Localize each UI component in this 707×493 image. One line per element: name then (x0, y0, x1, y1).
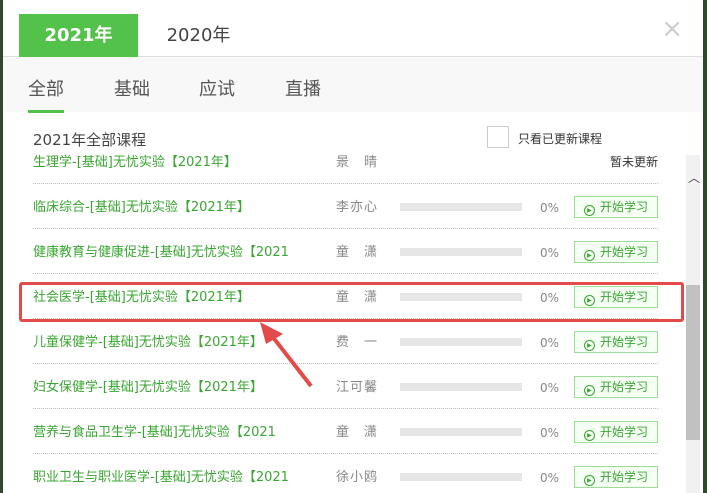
start-study-button[interactable]: ▶ 开始学习 (574, 241, 658, 263)
play-icon: ▶ (583, 205, 595, 216)
progress-bar (400, 338, 522, 346)
progress-bar (400, 248, 522, 256)
teacher-name: 江可馨 (336, 380, 379, 395)
progress-percent: 0% (540, 201, 560, 215)
teacher-name: 徐小鸥 (336, 470, 379, 485)
tab-2020[interactable]: 2020年 (166, 25, 231, 46)
course-row: 健康教育与健康促进-[基础]无忧实验【2021 童 潇 0% ▶ 开始学习 (33, 229, 658, 274)
course-name[interactable]: 社会医学-[基础]无忧实验【2021年】 (33, 290, 250, 305)
course-name[interactable]: 儿童保健学-[基础]无忧实验【2021年】 (33, 335, 263, 350)
scrollbar[interactable]: ︿ (686, 155, 700, 493)
year-tabs: 2021年 2020年 × (3, 0, 703, 57)
scroll-up-icon[interactable]: ︿ (688, 171, 701, 185)
course-row: 儿童保健学-[基础]无忧实验【2021年】 费 一 0% ▶ 开始学习 (33, 319, 658, 364)
course-name[interactable]: 营养与食品卫生学-[基础]无忧实验【2021 (33, 425, 276, 440)
teacher-name: 李亦心 (336, 200, 379, 215)
course-modal: 2021年 2020年 × 全部 基础 应试 直播 2021年全部课程 只看已更… (3, 0, 703, 493)
play-icon: ▶ (583, 430, 595, 441)
teacher-name: 景 晴 (336, 155, 379, 170)
start-study-button[interactable]: ▶ 开始学习 (574, 196, 658, 218)
start-study-label: 开始学习 (599, 335, 648, 349)
progress-bar (400, 428, 522, 436)
start-study-button[interactable]: ▶ 开始学习 (574, 286, 658, 308)
course-list: 生理学-[基础]无忧实验【2021年】 景 晴 暂未更新临床综合-[基础]无忧实验… (33, 148, 658, 493)
start-study-label: 开始学习 (599, 290, 648, 304)
progress-percent: 0% (540, 291, 560, 305)
course-row: 临床综合-[基础]无忧实验【2021年】 李亦心 0% ▶ 开始学习 (33, 184, 658, 229)
play-icon: ▶ (583, 295, 595, 306)
course-row: 职业卫生与职业医学-[基础]无忧实验【2021 徐小鸥 0% ▶ 开始学习 (33, 454, 658, 493)
tab-basic[interactable]: 基础 (114, 79, 150, 100)
course-name[interactable]: 临床综合-[基础]无忧实验【2021年】 (33, 200, 250, 215)
status-text: 暂未更新 (609, 155, 658, 169)
scrollbar-thumb[interactable] (686, 285, 700, 440)
progress-bar (400, 383, 522, 391)
start-study-label: 开始学习 (599, 380, 648, 394)
course-row: 营养与食品卫生学-[基础]无忧实验【2021 童 潇 0% ▶ 开始学习 (33, 409, 658, 454)
start-study-button[interactable]: ▶ 开始学习 (574, 466, 658, 488)
play-icon: ▶ (583, 250, 595, 261)
course-name[interactable]: 生理学-[基础]无忧实验【2021年】 (33, 155, 237, 170)
course-row: 社会医学-[基础]无忧实验【2021年】 童 潇 0% ▶ 开始学习 (33, 274, 658, 319)
progress-bar (400, 473, 522, 481)
course-row: 妇女保健学-[基础]无忧实验【2021年】 江可馨 0% ▶ 开始学习 (33, 364, 658, 409)
start-study-button[interactable]: ▶ 开始学习 (574, 421, 658, 443)
teacher-name: 童 潇 (336, 290, 379, 305)
play-icon: ▶ (583, 340, 595, 351)
start-study-label: 开始学习 (599, 245, 648, 259)
progress-percent: 0% (540, 471, 560, 485)
start-study-label: 开始学习 (599, 200, 648, 214)
start-study-button[interactable]: ▶ 开始学习 (574, 376, 658, 398)
progress-percent: 0% (540, 246, 560, 260)
start-study-button[interactable]: ▶ 开始学习 (574, 331, 658, 353)
tab-exam[interactable]: 应试 (199, 79, 235, 100)
play-icon: ▶ (583, 475, 595, 486)
updated-only-label[interactable]: 只看已更新课程 (518, 132, 603, 146)
start-study-label: 开始学习 (599, 425, 648, 439)
progress-percent: 0% (540, 381, 560, 395)
close-icon[interactable]: × (661, 14, 683, 44)
teacher-name: 费 一 (336, 335, 379, 350)
updated-only-checkbox[interactable] (487, 126, 509, 148)
tab-all[interactable]: 全部 (28, 75, 64, 113)
start-study-label: 开始学习 (599, 470, 648, 484)
section-title: 2021年全部课程 (33, 131, 147, 149)
course-row: 生理学-[基础]无忧实验【2021年】 景 晴 暂未更新 (33, 148, 658, 184)
teacher-name: 童 潇 (336, 425, 379, 440)
category-tabs: 全部 基础 应试 直播 (3, 57, 703, 113)
course-name[interactable]: 职业卫生与职业医学-[基础]无忧实验【2021 (33, 470, 289, 485)
tab-live[interactable]: 直播 (285, 79, 321, 100)
progress-bar (400, 203, 522, 211)
tab-2021[interactable]: 2021年 (19, 14, 138, 57)
teacher-name: 童 潇 (336, 245, 379, 260)
progress-bar (400, 293, 522, 301)
progress-percent: 0% (540, 426, 560, 440)
play-icon: ▶ (583, 385, 595, 396)
course-name[interactable]: 健康教育与健康促进-[基础]无忧实验【2021 (33, 245, 289, 260)
progress-percent: 0% (540, 336, 560, 350)
course-name[interactable]: 妇女保健学-[基础]无忧实验【2021年】 (33, 380, 263, 395)
